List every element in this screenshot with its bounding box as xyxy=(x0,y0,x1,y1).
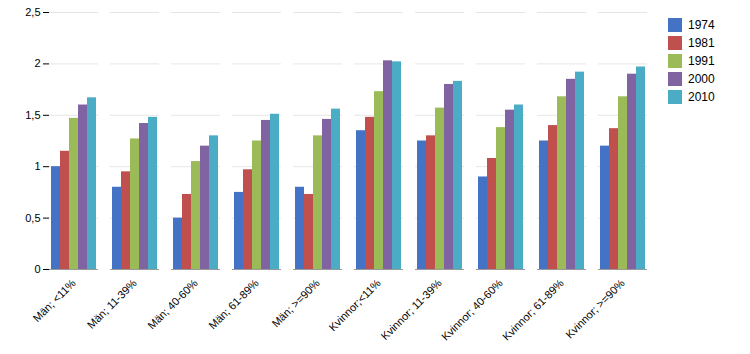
svg-text:Kvinnor; >=90%: Kvinnor; >=90% xyxy=(563,277,627,341)
svg-text:Män; 11-39%: Män; 11-39% xyxy=(85,277,139,331)
svg-text:Män; 40-60%: Män; 40-60% xyxy=(145,277,200,332)
svg-text:Män; <11%: Män; <11% xyxy=(30,277,78,325)
svg-text:Kvinnor;<11%: Kvinnor;<11% xyxy=(326,277,383,334)
svg-text:Män; 61-89%: Män; 61-89% xyxy=(206,277,261,332)
svg-text:Kvinnor; 61-89%: Kvinnor; 61-89% xyxy=(500,277,566,343)
svg-text:1: 1 xyxy=(34,160,40,172)
html-text:1974: 1974 xyxy=(688,18,715,32)
svg-text:0: 0 xyxy=(34,263,40,275)
svg-text:2,5: 2,5 xyxy=(25,6,40,18)
html-text:1981: 1981 xyxy=(688,36,715,50)
html-text:1991: 1991 xyxy=(688,54,715,68)
svg-text:Män; >=90%: Män; >=90% xyxy=(269,277,322,330)
svg-text:Kvinnor; 40-60%: Kvinnor; 40-60% xyxy=(439,277,505,343)
html-text:2010: 2010 xyxy=(688,90,715,104)
svg-text:0,5: 0,5 xyxy=(25,212,40,224)
svg-text:1,5: 1,5 xyxy=(25,109,40,121)
svg-text:2: 2 xyxy=(34,57,40,69)
html-text:2000: 2000 xyxy=(688,72,715,86)
svg-text:Kvinnor; 11-39%: Kvinnor; 11-39% xyxy=(378,277,444,343)
